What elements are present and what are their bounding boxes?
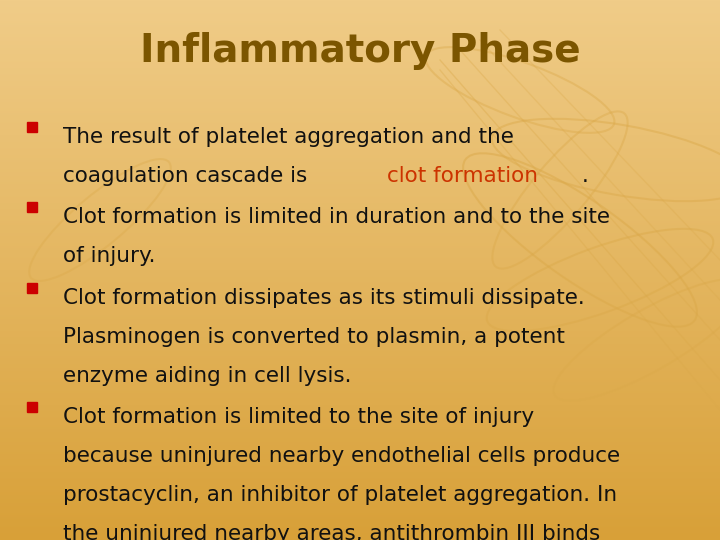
- Text: coagulation cascade is: coagulation cascade is: [63, 166, 315, 186]
- Text: The result of platelet aggregation and the: The result of platelet aggregation and t…: [63, 127, 514, 147]
- Text: enzyme aiding in cell lysis.: enzyme aiding in cell lysis.: [63, 366, 352, 386]
- Text: Clot formation is limited in duration and to the site: Clot formation is limited in duration an…: [63, 207, 611, 227]
- Text: Plasminogen is converted to plasmin, a potent: Plasminogen is converted to plasmin, a p…: [63, 327, 565, 347]
- Text: clot formation: clot formation: [387, 166, 539, 186]
- Text: Clot formation dissipates as its stimuli dissipate.: Clot formation dissipates as its stimuli…: [63, 288, 585, 308]
- Text: prostacyclin, an inhibitor of platelet aggregation. In: prostacyclin, an inhibitor of platelet a…: [63, 485, 618, 505]
- Text: of injury.: of injury.: [63, 246, 156, 266]
- Text: because uninjured nearby endothelial cells produce: because uninjured nearby endothelial cel…: [63, 446, 621, 466]
- Text: .: .: [582, 166, 589, 186]
- Text: Inflammatory Phase: Inflammatory Phase: [140, 32, 580, 70]
- Text: the uninjured nearby areas, antithrombin III binds: the uninjured nearby areas, antithrombin…: [63, 524, 600, 540]
- Text: Clot formation is limited to the site of injury: Clot formation is limited to the site of…: [63, 407, 534, 427]
